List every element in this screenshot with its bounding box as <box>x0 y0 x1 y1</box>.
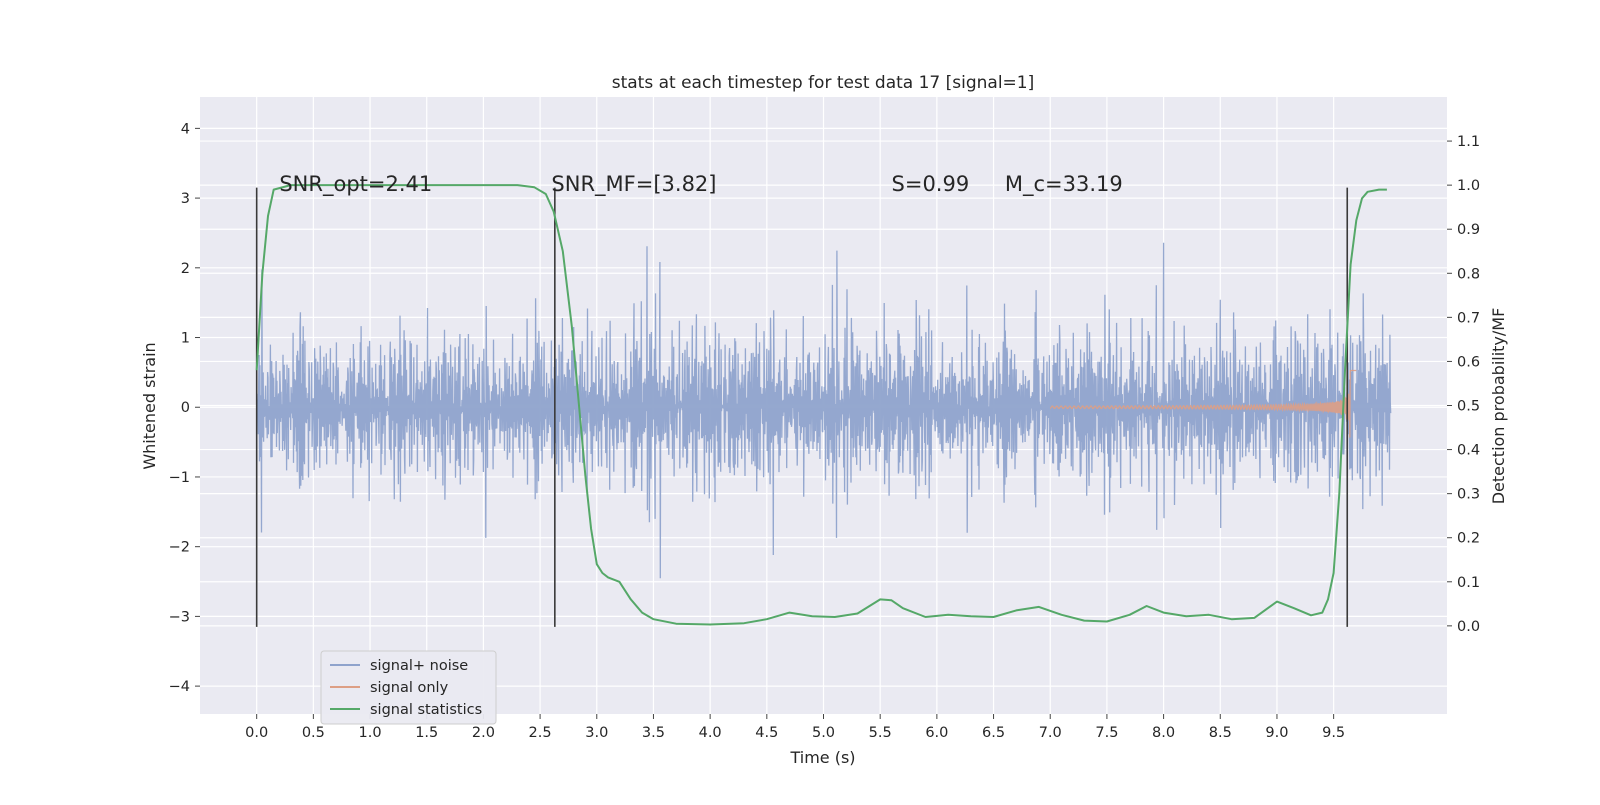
x-tick-label: 7.0 <box>1039 725 1062 741</box>
y-axis-label-right: Detection probability/MF <box>1489 308 1508 505</box>
x-tick-label: 6.5 <box>982 725 1005 741</box>
x-tick-label: 4.5 <box>755 725 778 741</box>
y-tick-label-right: 0.8 <box>1457 266 1480 282</box>
y-tick-label-right: 0.9 <box>1457 222 1480 238</box>
series-signal-only <box>1049 369 1357 438</box>
y-tick-label-right: 1.0 <box>1457 178 1480 194</box>
legend-label-signal-only: signal only <box>370 680 449 696</box>
y-tick-label-right: 0.5 <box>1457 399 1480 415</box>
x-tick-label: 2.0 <box>472 725 495 741</box>
y-tick-label-left: 4 <box>181 121 190 137</box>
y-tick-label-right: 0.2 <box>1457 531 1480 547</box>
legend-label-signal-statistics: signal statistics <box>370 702 482 718</box>
annotation-mc-val: M_c=33.19 <box>1005 172 1123 197</box>
y-tick-label-left: −1 <box>169 470 190 486</box>
legend-label-signal-noise: signal+ noise <box>370 658 468 674</box>
signal-statistics-line <box>255 184 1387 626</box>
y-tick-label-right: 0.7 <box>1457 310 1480 326</box>
x-tick-label: 2.5 <box>529 725 552 741</box>
x-axis-label: Time (s) <box>789 748 855 767</box>
legend-box <box>320 650 497 725</box>
series-signal-noise <box>256 242 1392 579</box>
x-tick-label: 5.0 <box>812 725 835 741</box>
y-tick-label-left: −4 <box>169 679 190 695</box>
y-tick-label-left: 3 <box>181 191 190 207</box>
x-tick-label: 3.0 <box>585 725 608 741</box>
y-axis-label-left: Whitened strain <box>140 342 159 469</box>
y-tick-label-left: 0 <box>181 400 190 416</box>
x-tick-label: 0.5 <box>302 725 325 741</box>
x-tick-label: 5.5 <box>869 725 892 741</box>
axis-ticks: 0.0 0.5 1.0 1.5 2.0 2.5 3.0 3.5 4.0 4.5 5.0 5.5 6.0 6… <box>169 121 1480 741</box>
y-tick-label-right: 0.4 <box>1457 443 1480 459</box>
y-tick-label-right: 0.1 <box>1457 575 1480 591</box>
y-tick-label-left: −2 <box>169 540 190 556</box>
x-tick-label: 9.5 <box>1322 725 1345 741</box>
series-signal-statistics <box>255 184 1387 626</box>
x-tick-label: 3.5 <box>642 725 665 741</box>
y-tick-label-left: 2 <box>181 261 190 277</box>
y-tick-label-left: 1 <box>181 331 190 347</box>
legend: signal+ noise signal only signal statist… <box>320 650 497 725</box>
y-tick-label-right: 1.1 <box>1457 134 1480 150</box>
annotation-snr-opt: SNR_opt=2.41 <box>279 172 432 197</box>
annotation-s-val: S=0.99 <box>892 172 970 196</box>
y-tick-label-right: 0.6 <box>1457 354 1480 370</box>
x-tick-label: 1.5 <box>415 725 438 741</box>
x-tick-label: 0.0 <box>245 725 268 741</box>
x-tick-label: 9.0 <box>1265 725 1288 741</box>
signal-noise-line <box>256 242 1392 579</box>
signal-only-line <box>1049 369 1357 438</box>
chart-title: stats at each timestep for test data 17 … <box>612 73 1035 93</box>
annotations: SNR_opt=2.41 SNR_MF=[3.82] S=0.99 M_c=33.19 <box>279 172 1122 197</box>
vertical-markers <box>255 187 1349 627</box>
y-tick-label-right: 0.0 <box>1457 619 1480 635</box>
x-tick-label: 4.0 <box>699 725 722 741</box>
x-tick-label: 8.0 <box>1152 725 1175 741</box>
y-tick-label-left: −3 <box>169 609 190 625</box>
annotation-snr-mf: SNR_MF=[3.82] <box>551 172 716 197</box>
x-tick-label: 8.5 <box>1209 725 1232 741</box>
x-tick-label: 7.5 <box>1095 725 1118 741</box>
x-tick-label: 1.0 <box>359 725 382 741</box>
y-tick-label-right: 0.3 <box>1457 487 1480 503</box>
x-tick-label: 6.0 <box>925 725 948 741</box>
